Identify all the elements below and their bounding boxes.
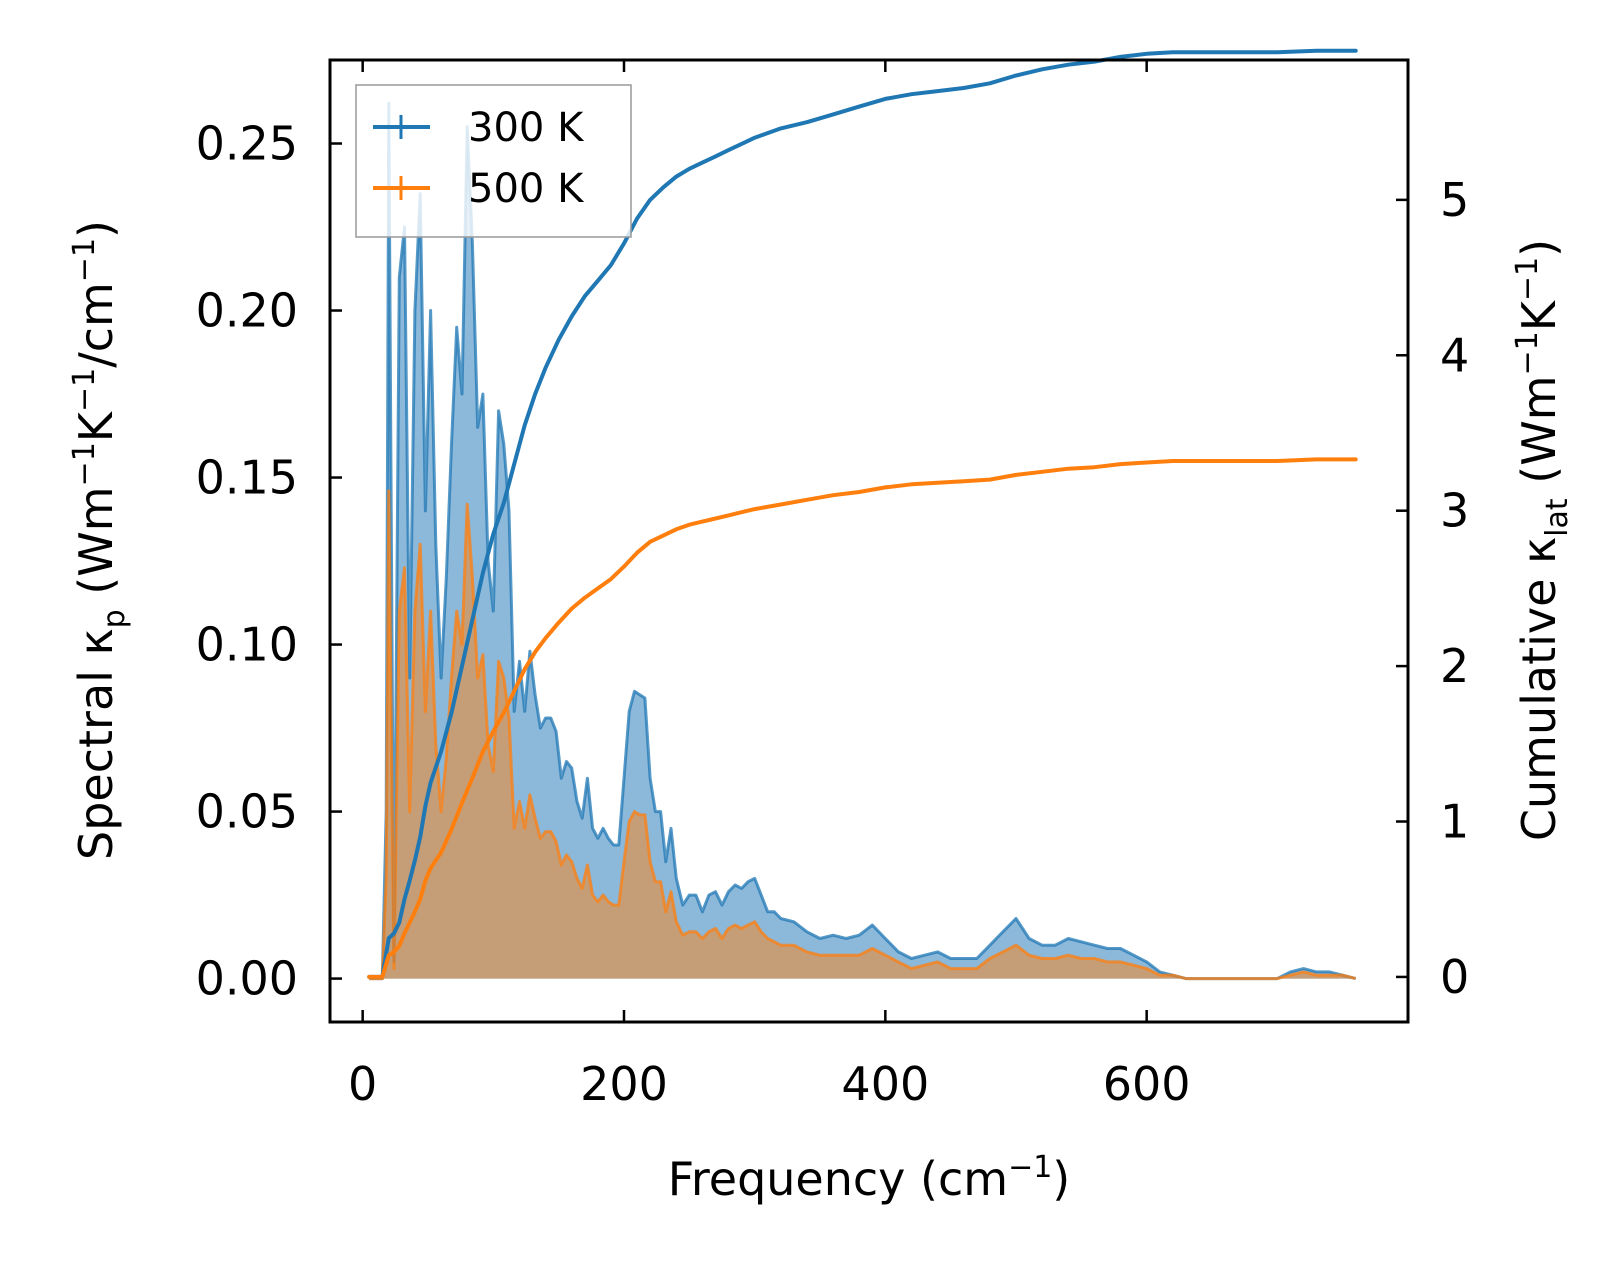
x-axis-label: Frequency (cm−1) xyxy=(668,1150,1071,1206)
x-tick-label: 200 xyxy=(580,1057,668,1111)
legend-label-500k: 500 K xyxy=(468,166,585,212)
y-left-tick-label: 0.15 xyxy=(196,451,298,505)
y-right-tick-label: 3 xyxy=(1440,484,1469,538)
y-left-tick-label: 0.10 xyxy=(196,618,298,672)
y-left-tick-label: 0.20 xyxy=(196,284,298,338)
legend-label-300k: 300 K xyxy=(468,105,585,151)
y-right-tick-label: 5 xyxy=(1440,173,1469,227)
y-right-tick-label: 1 xyxy=(1440,795,1469,849)
y-right-tick-label: 4 xyxy=(1440,328,1469,382)
y-left-tick-label: 0.05 xyxy=(196,785,298,839)
cumulative-line-500k xyxy=(367,457,1358,979)
legend-box xyxy=(355,84,632,238)
x-tick-label: 600 xyxy=(1103,1057,1191,1111)
y-right-tick-label: 2 xyxy=(1440,639,1469,693)
spectral-fill-500k xyxy=(369,490,1356,979)
y-axis-right-label: Cumulative κlat (Wm−1K−1) xyxy=(1510,239,1575,841)
spectral-line-500k xyxy=(369,489,1357,981)
legend: 300 K 500 K xyxy=(355,84,632,238)
x-tick-label: 400 xyxy=(841,1057,929,1111)
data-lines xyxy=(367,48,1358,981)
y-left-tick-label: 0.25 xyxy=(196,117,298,171)
y-axis-left-label: Spectral κp (Wm−1K−1/cm−1) xyxy=(67,220,132,860)
axes-frame xyxy=(328,58,1410,1024)
y-right-tick-label: 0 xyxy=(1440,950,1469,1004)
cumulative-line-300k xyxy=(367,48,1358,979)
axis-ticks: 0 200 400 600 0.00 0.05 0.10 0.15 0.20 0.25 0 1 2 3 4 5 xyxy=(196,60,1469,1111)
y-left-tick-label: 0.00 xyxy=(196,952,298,1006)
x-tick-label: 0 xyxy=(348,1057,377,1111)
